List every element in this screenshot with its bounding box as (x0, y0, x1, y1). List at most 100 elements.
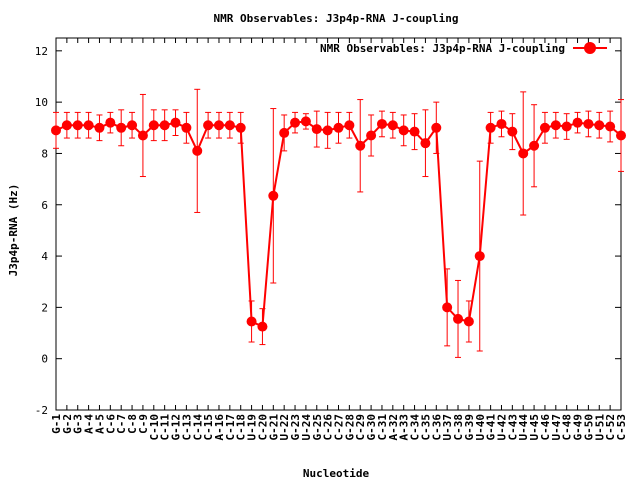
data-point (561, 121, 572, 132)
x-tick-label: C-6 (104, 414, 117, 434)
data-point (94, 122, 105, 133)
data-point (583, 118, 594, 129)
x-tick-label: G-28 (343, 414, 356, 441)
x-tick-label: C-9 (137, 414, 150, 434)
data-point (257, 321, 268, 332)
x-tick-label: C-14 (191, 414, 204, 441)
y-tick-label: -2 (35, 404, 48, 417)
data-point (268, 190, 279, 201)
data-point (442, 302, 453, 313)
legend: NMR Observables: J3p4p-RNA J-coupling (320, 42, 607, 55)
data-point (355, 140, 366, 151)
x-tick-label: C-8 (126, 414, 139, 434)
data-point (213, 120, 224, 131)
data-point (61, 120, 72, 131)
data-point (529, 140, 540, 151)
data-point (420, 138, 431, 149)
series-line (55, 120, 622, 329)
data-point (192, 145, 203, 156)
y-tick-label: 12 (35, 45, 48, 58)
x-tick-label: G-1 (50, 414, 63, 434)
x-tick-label: G-41 (485, 414, 498, 441)
data-point (376, 118, 387, 129)
x-tick-label: A-33 (398, 414, 411, 441)
data-point (170, 117, 181, 128)
plot-border (55, 37, 622, 411)
x-tick-label: C-35 (419, 414, 432, 441)
y-tick-label: 8 (41, 147, 48, 160)
x-tick-label: C-34 (409, 414, 422, 441)
x-tick-label: A-5 (93, 414, 106, 434)
y-tick-label: 6 (41, 199, 48, 212)
data-series (51, 116, 626, 332)
x-tick-label: C-27 (333, 414, 346, 441)
x-tick-label: C-15 (202, 414, 215, 441)
data-point (279, 127, 290, 138)
data-point (181, 122, 192, 133)
data-point (572, 117, 583, 128)
data-point (72, 120, 83, 131)
data-point (344, 120, 355, 131)
data-point (431, 122, 442, 133)
x-tick-label: U-40 (474, 414, 487, 441)
data-point (224, 120, 235, 131)
data-point (463, 316, 474, 327)
x-tick-label: U-45 (528, 414, 541, 441)
x-tick-label: C-18 (235, 414, 248, 441)
data-point (83, 120, 94, 131)
x-tick-label: U-24 (300, 414, 313, 441)
x-tick-label: C-46 (539, 414, 552, 441)
x-tick-label: C-48 (561, 414, 574, 441)
data-point (496, 118, 507, 129)
data-point (507, 126, 518, 137)
x-tick-label: G-49 (572, 414, 585, 441)
data-point (127, 120, 138, 131)
data-point (453, 313, 464, 324)
x-tick-label: G-3 (72, 414, 85, 434)
y-axis-ticks: -2 0 2 4 6 8 10 12 (35, 45, 621, 417)
x-tick-label: A-32 (387, 414, 400, 441)
x-tick-label: U-37 (441, 414, 454, 441)
data-point (300, 116, 311, 127)
x-tick-label: A-16 (213, 414, 226, 441)
x-tick-label: U-19 (246, 414, 259, 441)
data-point (366, 130, 377, 141)
legend-label: NMR Observables: J3p4p-RNA J-coupling (320, 42, 565, 55)
data-point (387, 120, 398, 131)
data-point (203, 120, 214, 131)
x-tick-label: G-12 (170, 414, 183, 441)
x-tick-label: C-31 (376, 414, 389, 441)
x-tick-label: U-44 (517, 414, 530, 441)
x-tick-label: C-11 (159, 414, 172, 441)
x-tick-label: C-38 (452, 414, 465, 441)
x-tick-label: C-26 (322, 414, 335, 441)
data-point (409, 126, 420, 137)
chart-title: NMR Observables: J3p4p-RNA J-coupling (213, 12, 458, 25)
x-axis-label: Nucleotide (303, 467, 370, 480)
plot-frame (55, 37, 622, 411)
data-point (235, 122, 246, 133)
y-tick-label: 2 (41, 301, 48, 314)
data-point (550, 120, 561, 131)
x-tick-label: U-47 (550, 414, 563, 441)
x-tick-label: C-7 (115, 414, 128, 434)
x-tick-label: U-42 (495, 414, 508, 441)
x-axis-ticks: G-1G-2G-3A-4A-5C-6C-7C-8C-9C-10C-11G-12C… (50, 38, 628, 441)
x-tick-label: G-50 (582, 414, 595, 441)
x-tick-label: C-20 (256, 414, 269, 441)
data-point (105, 117, 116, 128)
x-tick-label: C-36 (430, 414, 443, 441)
data-point (311, 124, 322, 135)
data-point (539, 122, 550, 133)
data-point (616, 130, 626, 141)
y-tick-label: 4 (41, 250, 48, 263)
data-point (290, 117, 301, 128)
x-tick-label: G-2 (61, 414, 74, 434)
x-tick-label: G-39 (463, 414, 476, 441)
data-point (605, 121, 616, 132)
x-tick-label: C-29 (354, 414, 367, 441)
data-point (159, 120, 170, 131)
data-point (137, 130, 148, 141)
x-tick-label: G-23 (289, 414, 302, 441)
y-axis-label: J3p4p-RNA (Hz) (7, 184, 20, 277)
